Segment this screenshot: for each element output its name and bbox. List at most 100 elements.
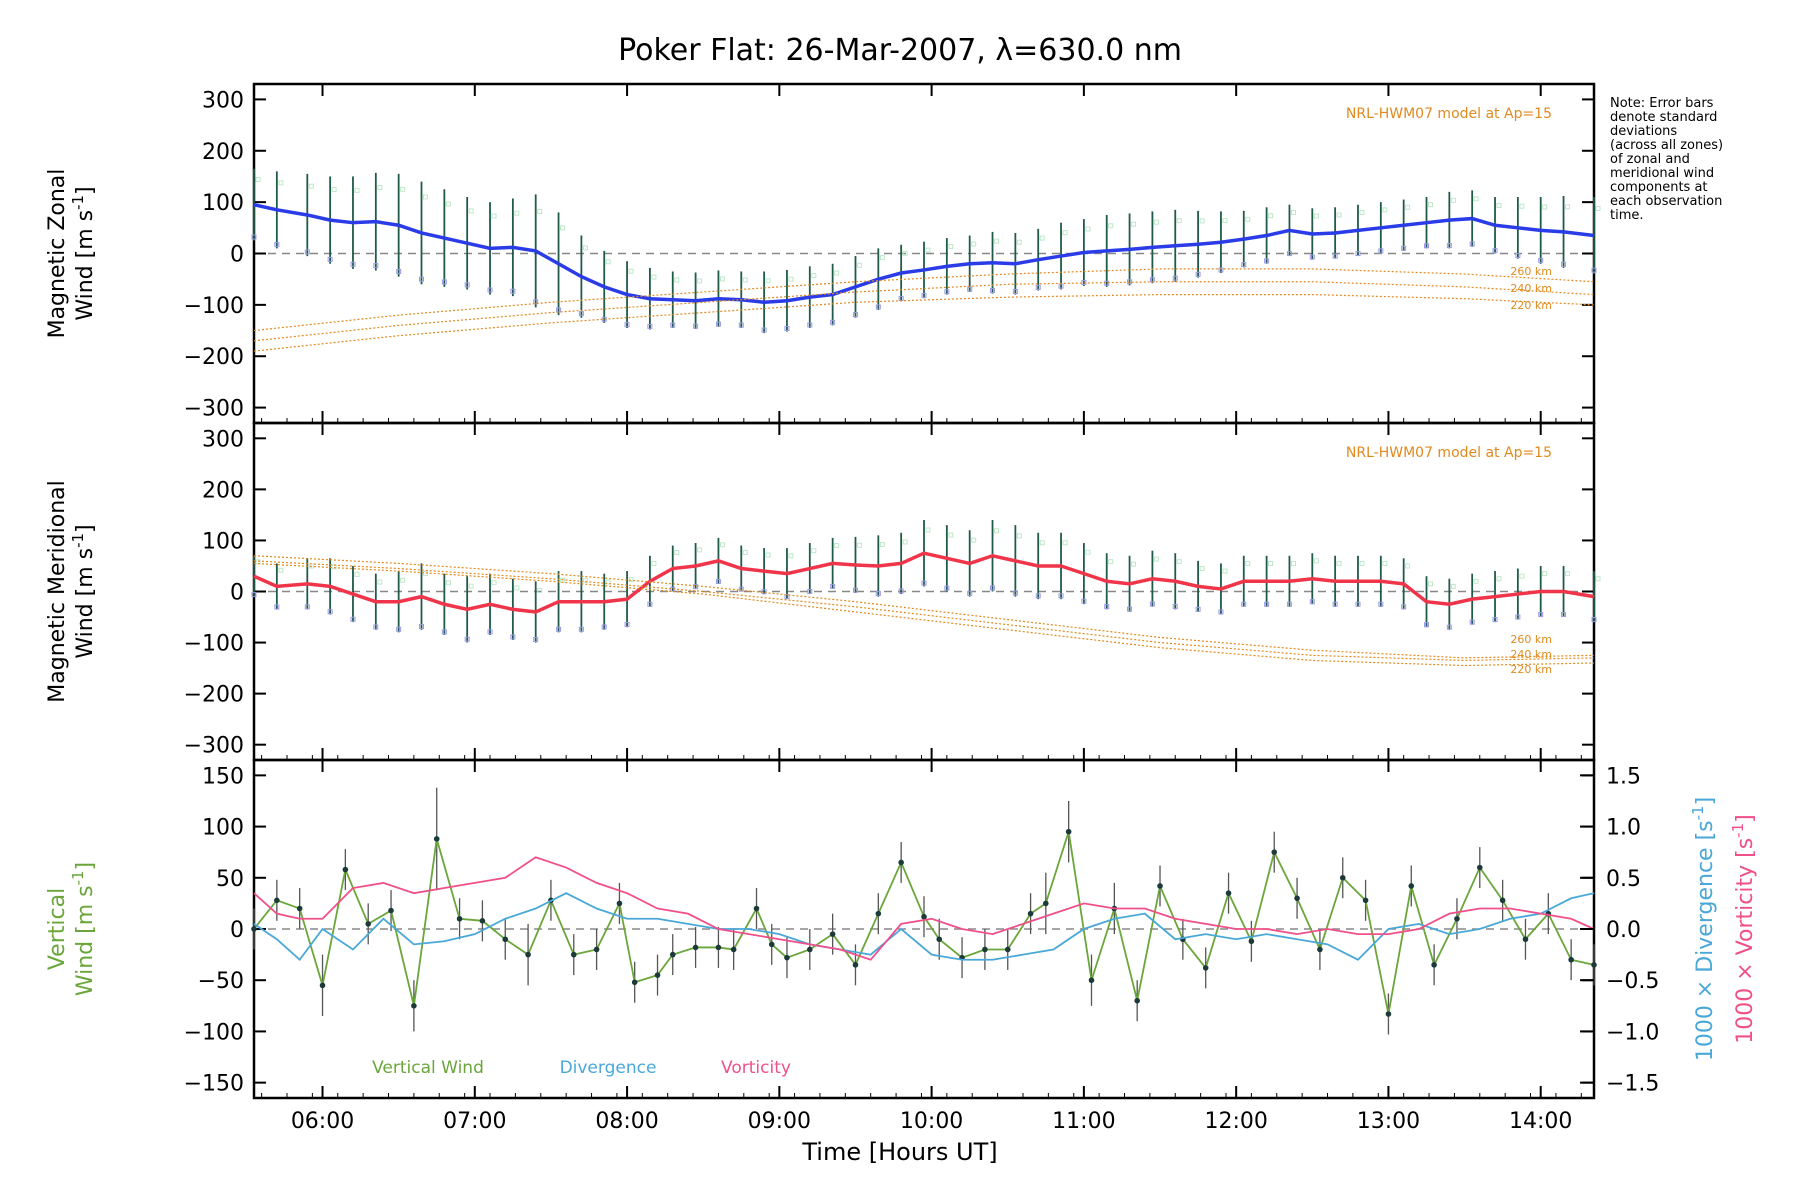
vertical-wind-point — [593, 946, 600, 953]
vertical-wind-point — [1499, 897, 1506, 904]
zone-marker — [377, 184, 383, 190]
zone-marker — [990, 287, 996, 293]
panel-vertical: −150 −100 −50 0 50 100 150 Vertical Wind [m s-1]… — [45, 758, 1758, 1134]
zone-marker — [487, 629, 493, 635]
vertical-wind-point — [1027, 910, 1034, 917]
zone-marker — [445, 201, 451, 207]
zone-marker — [1222, 568, 1228, 574]
vertical-wind-point — [753, 905, 760, 912]
zone-marker — [274, 242, 280, 248]
zone-marker — [419, 276, 424, 282]
zone-marker — [811, 273, 817, 279]
vertical-wind-point — [456, 915, 463, 922]
zone-marker — [1016, 239, 1022, 245]
vorticity-axis-label: 1000 × Vorticity [s-1] — [1729, 814, 1758, 1043]
vertical-wind-point — [1568, 956, 1574, 963]
vertical-wind-point — [921, 913, 927, 920]
x-tick-label: 11:00 — [1052, 1109, 1115, 1134]
divergence-line — [253, 892, 1595, 962]
zone-marker — [1058, 283, 1064, 289]
zone-marker — [784, 594, 790, 600]
zone-marker — [719, 276, 725, 282]
zone-marker — [738, 322, 744, 328]
y-axis-label: Vertical Wind [m s-1] — [45, 862, 98, 996]
zone-marker — [514, 585, 520, 591]
zone-marker — [1401, 245, 1407, 251]
zone-marker — [1519, 573, 1525, 579]
zone-marker — [1469, 619, 1475, 625]
zone-marker — [533, 636, 539, 642]
zone-marker — [852, 312, 858, 318]
model-label: NRL-HWM07 model at Ap=15 — [1346, 445, 1552, 461]
zone-marker — [308, 183, 314, 189]
zone-marker — [1199, 218, 1205, 224]
y-tick-label: 0 — [230, 243, 244, 268]
zone-marker — [1241, 262, 1247, 268]
zone-marker — [693, 323, 699, 329]
zone-marker — [1542, 204, 1548, 210]
zone-marker — [1286, 251, 1292, 256]
zone-marker — [921, 292, 927, 298]
zone-marker — [304, 249, 310, 255]
chart-title: Poker Flat: 26-Mar-2007, λ=630.0 nm — [618, 33, 1182, 68]
model-line — [253, 562, 1595, 667]
zone-marker — [1469, 241, 1475, 247]
zone-marker — [1565, 571, 1571, 577]
zone-marker — [350, 261, 356, 267]
zone-marker — [925, 247, 931, 253]
zone-marker — [879, 542, 885, 548]
zone-marker — [373, 263, 379, 269]
panel-zonal: −300 −200 −100 0 100 200 300 Magnetic Zonal Wind… — [45, 82, 1601, 425]
note-line: of zonal and — [1610, 152, 1690, 167]
vertical-wind-point — [1043, 900, 1049, 907]
zone-marker — [902, 250, 908, 256]
vertical-wind-point — [654, 972, 661, 978]
zone-marker — [1149, 601, 1155, 607]
x-tick-label: 12:00 — [1204, 1109, 1267, 1134]
vertical-wind-point — [1225, 890, 1232, 896]
vertical-wind-point — [342, 866, 349, 873]
zone-marker — [1313, 558, 1319, 564]
zone-marker — [921, 580, 927, 586]
model-line — [253, 268, 1595, 332]
x-tick-label: 07:00 — [443, 1109, 506, 1134]
vertical-wind-point — [1157, 883, 1163, 889]
vorticity-line — [253, 856, 1595, 961]
y-axis-label-line: Wind [m s-1] — [69, 186, 98, 320]
zone-marker — [1428, 202, 1433, 208]
zone-marker — [537, 208, 543, 214]
legend-entry: Divergence — [560, 1058, 657, 1078]
y-axis-label-line: Magnetic Zonal — [45, 169, 70, 339]
legend-entry: Vorticity — [721, 1058, 791, 1078]
y-tick-label: 0 — [230, 581, 244, 606]
zone-marker — [1309, 599, 1315, 605]
zone-marker — [1355, 601, 1361, 607]
vertical-wind-point — [411, 1003, 417, 1009]
panel-meridional: −300 −200 −100 0 100 200 300 Magnetic Meridiona… — [45, 421, 1601, 762]
zone-marker — [834, 270, 840, 276]
zone-marker — [1104, 604, 1110, 610]
zone-marker — [354, 187, 360, 193]
vertical-wind-point — [1134, 997, 1140, 1004]
y-tick-label: 0 — [230, 918, 244, 943]
note-line: deviations — [1610, 124, 1677, 139]
y-tick-label: −100 — [184, 632, 244, 657]
zone-marker — [994, 238, 1000, 244]
model-level-label: 260 km — [1510, 265, 1552, 278]
y-tick-label: 100 — [202, 529, 244, 554]
zone-marker — [628, 577, 634, 583]
y-tick-label: −150 — [184, 1072, 244, 1097]
zone-marker — [1538, 257, 1544, 263]
zone-marker — [582, 245, 588, 251]
model-line — [253, 281, 1595, 342]
zone-marker — [304, 604, 310, 610]
y-tick-label: 100 — [202, 191, 244, 216]
zone-marker — [1332, 253, 1338, 259]
zone-marker — [624, 322, 630, 328]
zone-marker — [1565, 204, 1571, 210]
vertical-wind-point — [1065, 828, 1072, 835]
zone-marker — [788, 276, 794, 282]
zone-marker — [1473, 196, 1479, 202]
zone-marker — [1359, 209, 1365, 215]
